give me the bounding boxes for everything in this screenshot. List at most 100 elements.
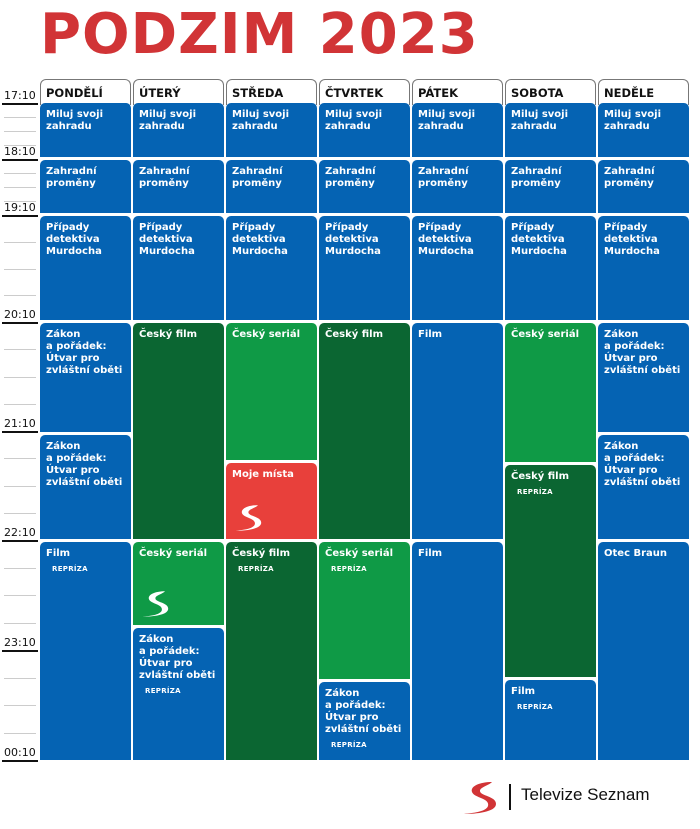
program-block[interactable]: Český seriál <box>226 323 317 460</box>
hour-line <box>2 760 38 762</box>
program-title: Případy detektiva Murdocha <box>232 222 288 257</box>
program-block[interactable]: Případy detektiva Murdocha <box>319 216 410 320</box>
program-title: Český seriál <box>511 329 579 340</box>
grid-line <box>4 622 36 624</box>
program-block[interactable]: Zákon a pořádek: Útvar pro zvláštní obět… <box>40 323 131 432</box>
program-block[interactable]: Zákon a pořádek: Útvar pro zvláštní obět… <box>598 435 689 539</box>
program-title: Miluj svoji zahradu <box>604 109 662 132</box>
program-title: Zákon a pořádek: Útvar pro zvláštní obět… <box>325 688 402 735</box>
program-block[interactable]: Otec Braun <box>598 542 689 760</box>
program-title: Film <box>511 686 536 697</box>
program-block[interactable]: Zákon a pořádek: Útvar pro zvláštní obět… <box>133 628 224 760</box>
program-block[interactable]: Film <box>412 542 503 760</box>
program-title: Otec Braun <box>604 548 668 559</box>
grid-line <box>4 187 36 188</box>
hour-line <box>2 215 38 217</box>
rerun-badge: REPRÍZA <box>331 565 367 573</box>
program-title: Moje místa <box>232 469 294 480</box>
program-title: Český film <box>232 548 290 559</box>
program-block[interactable]: Film REPRÍZA <box>505 680 596 760</box>
program-title: Zahradní proměny <box>418 166 469 189</box>
program-title: Zákon a pořádek: Útvar pro zvláštní obět… <box>46 441 123 488</box>
time-label: 22:10 <box>4 526 36 539</box>
program-block[interactable]: Miluj svoji zahradu <box>133 103 224 157</box>
program-title: Miluj svoji zahradu <box>139 109 197 132</box>
program-block[interactable]: Český film <box>319 323 410 539</box>
seznam-logo-icon <box>464 782 496 814</box>
grid-line <box>4 145 36 146</box>
rerun-badge: REPRÍZA <box>145 687 181 695</box>
hour-line <box>2 103 38 105</box>
rerun-badge: REPRÍZA <box>52 565 88 573</box>
program-block[interactable]: Zákon a pořádek: Útvar pro zvláštní obět… <box>40 435 131 539</box>
hour-line <box>2 650 38 652</box>
grid-line <box>4 512 36 514</box>
grid-line <box>4 117 36 118</box>
rerun-badge: REPRÍZA <box>517 488 553 496</box>
hour-line <box>2 540 38 542</box>
grid-line <box>4 567 36 569</box>
program-block[interactable]: Případy detektiva Murdocha <box>505 216 596 320</box>
program-title: Případy detektiva Murdocha <box>604 222 660 257</box>
program-block[interactable]: Český seriál <box>505 323 596 462</box>
program-block[interactable]: Český seriál <box>133 542 224 625</box>
program-block[interactable]: Případy detektiva Murdocha <box>598 216 689 320</box>
program-block[interactable]: Miluj svoji zahradu <box>319 103 410 157</box>
rerun-badge: REPRÍZA <box>517 703 553 711</box>
day-header: STŘEDA <box>226 79 317 105</box>
grid-line <box>4 458 36 460</box>
program-block[interactable]: Film REPRÍZA <box>40 542 131 760</box>
program-title: Film <box>418 329 443 340</box>
grid-line <box>4 485 36 487</box>
program-block[interactable]: Český film REPRÍZA <box>226 542 317 760</box>
day-header: PÁTEK <box>412 79 503 105</box>
grid-line <box>4 677 36 679</box>
program-title: Miluj svoji zahradu <box>232 109 290 132</box>
program-block[interactable]: Zahradní proměny <box>412 160 503 213</box>
program-title: Český seriál <box>232 329 300 340</box>
program-block[interactable]: Český seriál REPRÍZA <box>319 542 410 679</box>
program-block[interactable]: Zahradní proměny <box>505 160 596 213</box>
program-block[interactable]: Zahradní proměny <box>598 160 689 213</box>
program-block[interactable]: Zahradní proměny <box>319 160 410 213</box>
seznam-s-logo-icon <box>235 505 262 531</box>
hour-line <box>2 322 38 324</box>
program-title: Miluj svoji zahradu <box>46 109 104 132</box>
program-block[interactable]: Český film <box>133 323 224 539</box>
program-block[interactable]: Miluj svoji zahradu <box>505 103 596 157</box>
program-block[interactable]: Zahradní proměny <box>226 160 317 213</box>
seznam-s-logo-icon <box>142 591 169 617</box>
program-title: Případy detektiva Murdocha <box>139 222 195 257</box>
grid-line <box>4 295 36 297</box>
program-block[interactable]: Miluj svoji zahradu <box>226 103 317 157</box>
program-block[interactable]: Případy detektiva Murdocha <box>40 216 131 320</box>
program-block[interactable]: Miluj svoji zahradu <box>598 103 689 157</box>
program-title: Film <box>46 548 71 559</box>
grid-line <box>4 201 36 202</box>
program-title: Případy detektiva Murdocha <box>325 222 381 257</box>
program-title: Zahradní proměny <box>604 166 655 189</box>
program-block[interactable]: Zahradní proměny <box>40 160 131 213</box>
divider <box>509 784 511 810</box>
day-header: ČTVRTEK <box>319 79 410 105</box>
program-block[interactable]: Případy detektiva Murdocha <box>412 216 503 320</box>
program-block[interactable]: Český film REPRÍZA <box>505 465 596 677</box>
program-block[interactable]: Moje místa <box>226 463 317 539</box>
program-title: Český film <box>325 329 383 340</box>
grid-line <box>4 131 36 132</box>
program-title: Zahradní proměny <box>232 166 283 189</box>
time-label: 18:10 <box>4 145 36 158</box>
program-title: Miluj svoji zahradu <box>325 109 383 132</box>
time-label: 20:10 <box>4 308 36 321</box>
program-title: Zahradní proměny <box>139 166 190 189</box>
program-block[interactable]: Případy detektiva Murdocha <box>226 216 317 320</box>
program-block[interactable]: Zákon a pořádek: Útvar pro zvláštní obět… <box>319 682 410 760</box>
hour-line <box>2 431 38 433</box>
program-block[interactable]: Případy detektiva Murdocha <box>133 216 224 320</box>
program-block[interactable]: Miluj svoji zahradu <box>412 103 503 157</box>
program-block[interactable]: Zahradní proměny <box>133 160 224 213</box>
program-block[interactable]: Zákon a pořádek: Útvar pro zvláštní obět… <box>598 323 689 432</box>
grid-line <box>4 732 36 734</box>
program-block[interactable]: Miluj svoji zahradu <box>40 103 131 157</box>
program-block[interactable]: Film <box>412 323 503 539</box>
